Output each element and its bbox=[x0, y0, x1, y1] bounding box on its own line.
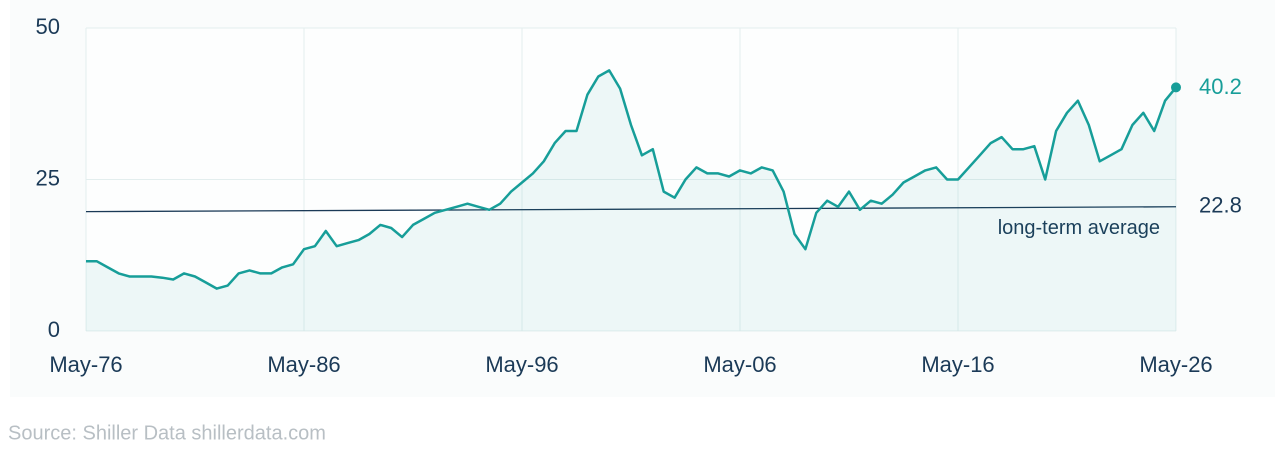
x-tick-label: May-86 bbox=[267, 352, 340, 377]
average-line bbox=[85, 206, 1177, 213]
y-tick-label: 50 bbox=[36, 14, 60, 39]
x-tick-label: May-16 bbox=[921, 352, 994, 377]
average-label: long-term average bbox=[998, 217, 1160, 239]
last-value-label: 40.2 bbox=[1199, 74, 1242, 99]
last-point bbox=[1171, 82, 1181, 93]
average-value-label: 22.8 bbox=[1199, 193, 1242, 218]
x-tick-label: May-26 bbox=[1139, 352, 1212, 377]
x-tick-label: May-76 bbox=[49, 352, 122, 377]
area bbox=[86, 70, 1176, 332]
source: Source: Shiller Data shillerdata.com bbox=[8, 422, 326, 444]
x-tick-label: May-06 bbox=[703, 352, 776, 377]
y-tick-label: 0 bbox=[48, 317, 60, 342]
line bbox=[86, 69, 1177, 290]
y-tick-label: 25 bbox=[36, 165, 60, 190]
x-tick-label: May-96 bbox=[485, 352, 558, 377]
